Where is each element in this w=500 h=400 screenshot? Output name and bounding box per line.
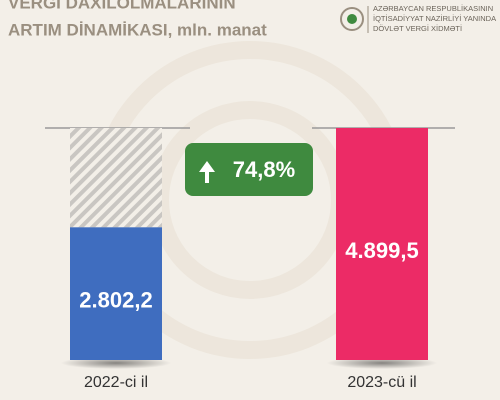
org-line: AZƏRBAYCAN RESPUBLİKASININ: [373, 4, 493, 13]
value-label: 4.899,5: [345, 238, 418, 263]
gap-hatch: [70, 128, 162, 228]
change-label: 74,8%: [233, 157, 295, 182]
change-badge: [185, 143, 313, 196]
chart-title: VERGİ DAXİLOLMALARININ: [8, 0, 236, 12]
chart-subtitle: ARTIM DİNAMİKASI, mln. manat: [8, 20, 267, 39]
org-line: DÖVLƏT VERGİ XİDMƏTİ: [373, 24, 462, 33]
x-tick-label: 2022-ci il: [84, 374, 148, 391]
bar: [70, 227, 162, 360]
org-line: İQTİSADİYYAT NAZİRLİYİ YANINDA: [373, 14, 496, 23]
x-tick-label: 2023-cü il: [347, 374, 416, 391]
logo: [340, 6, 369, 33]
bar: [336, 128, 428, 360]
up-arrow: [199, 161, 215, 183]
value-label: 2.802,2: [79, 287, 152, 312]
